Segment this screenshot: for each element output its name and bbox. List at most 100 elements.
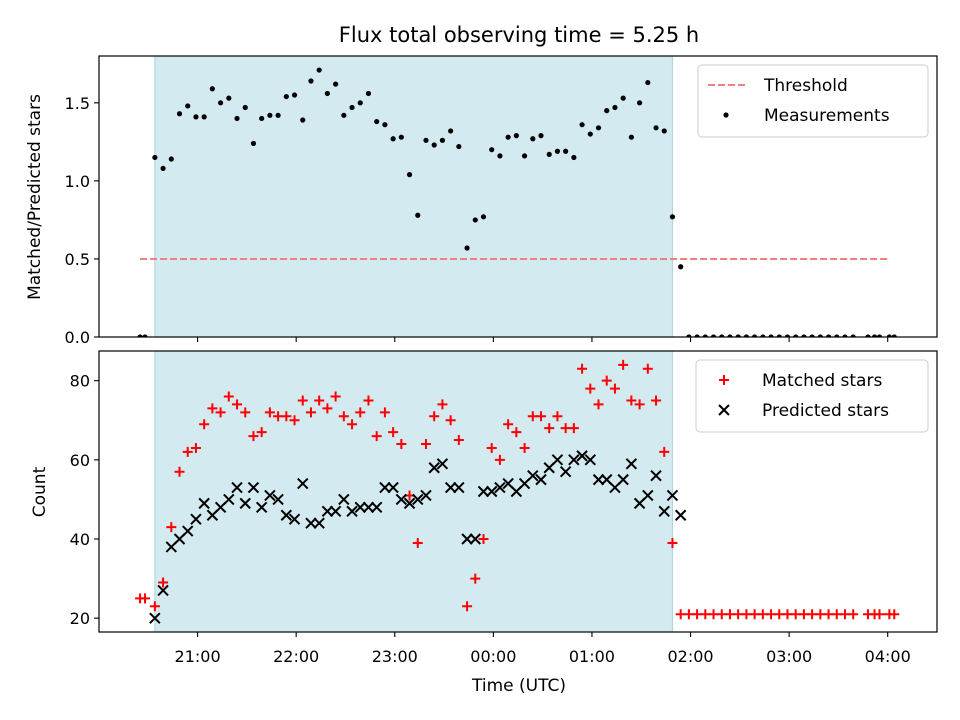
- measurements-point: [768, 334, 774, 337]
- chart-title: Flux total observing time = 5.25 h: [339, 23, 699, 47]
- measurements-point: [563, 148, 569, 154]
- predicted-stars-point: [420, 489, 432, 502]
- matched-stars-point: [232, 399, 243, 410]
- matched-stars-point: [445, 415, 456, 426]
- measurements-point: [160, 165, 166, 171]
- measurements-point: [871, 334, 878, 337]
- x-tick-label: 04:00: [865, 647, 911, 666]
- measurements-point: [201, 114, 207, 120]
- measurements-point: [752, 334, 758, 337]
- matched-stars-point: [338, 411, 349, 422]
- measurements-point: [142, 334, 148, 337]
- measurements-point: [743, 334, 749, 337]
- measurements-point: [283, 93, 289, 100]
- measurements-point: [275, 112, 281, 118]
- legend-label-measurements: Measurements: [764, 106, 890, 126]
- top-y-axis-label: Matched/Predicted stars: [25, 94, 45, 300]
- matched-stars-point: [264, 407, 275, 418]
- measurements-point: [891, 334, 897, 337]
- predicted-stars-point: [395, 493, 408, 506]
- legend-swatch-matched-stars: [719, 375, 729, 385]
- matched-stars-point: [470, 573, 481, 584]
- measurements-point: [341, 112, 347, 118]
- measurements-point: [784, 334, 791, 337]
- matched-stars-point: [297, 395, 308, 406]
- matched-stars-point: [889, 609, 900, 620]
- measurements-point: [415, 212, 421, 218]
- measurements-point: [176, 111, 183, 117]
- matched-stars-point: [355, 407, 366, 418]
- measurements-point: [825, 334, 832, 337]
- measurements-point: [719, 334, 725, 337]
- measurements-point: [817, 334, 823, 337]
- matched-stars-point: [289, 415, 300, 426]
- matched-stars-point: [347, 419, 358, 430]
- predicted-stars-point: [223, 493, 235, 506]
- measurements-point: [620, 95, 626, 101]
- x-tick-label: 22:00: [273, 647, 319, 666]
- matched-stars-point: [305, 407, 316, 418]
- predicted-stars-point: [239, 497, 251, 510]
- matched-stars-point: [453, 435, 464, 446]
- y-tick-label: 1.5: [65, 94, 90, 113]
- matched-stars-point: [379, 407, 390, 418]
- measurements-point: [612, 104, 618, 111]
- legend-swatch-predicted-stars: [718, 404, 730, 416]
- predicted-stars-point: [387, 481, 399, 494]
- measurements-point: [152, 154, 158, 161]
- measurements-point: [431, 142, 437, 148]
- matched-stars-point: [494, 454, 505, 465]
- measurements-point: [423, 137, 429, 143]
- predicted-stars-point: [288, 513, 301, 525]
- measurements-point: [513, 133, 519, 139]
- legend-label-matched-stars: Matched stars: [762, 371, 882, 391]
- matched-stars-point: [642, 363, 653, 374]
- measurements-point: [669, 214, 676, 220]
- measurements-point: [357, 100, 363, 106]
- predicted-stars-point: [436, 458, 449, 470]
- measurements-point: [234, 115, 240, 122]
- measurements-point: [291, 92, 298, 98]
- predicted-stars-point: [231, 481, 243, 494]
- measurements-point: [702, 334, 708, 337]
- matched-stars-point: [848, 609, 859, 620]
- predicted-stars-point: [527, 469, 539, 482]
- matched-stars-point: [158, 577, 169, 588]
- matched-stars-point: [281, 411, 292, 422]
- measurements-point: [653, 125, 659, 131]
- matched-stars-point: [330, 391, 341, 402]
- measurements-point: [710, 334, 717, 337]
- matched-stars-point: [634, 399, 645, 410]
- predicted-stars-point: [190, 513, 202, 525]
- matched-stars-point: [585, 383, 596, 394]
- panel-plot-0: [137, 56, 897, 337]
- y-tick-label: 80: [70, 372, 90, 391]
- x-tick-label: 23:00: [372, 647, 418, 666]
- matched-stars-point: [601, 375, 612, 386]
- predicted-stars-point: [379, 481, 391, 494]
- matched-stars-point: [536, 411, 547, 422]
- x-tick-label: 00:00: [470, 647, 516, 666]
- matched-stars-point: [223, 391, 234, 402]
- measurements-point: [628, 134, 634, 140]
- predicted-stars-point: [535, 473, 547, 486]
- x-tick-label: 21:00: [175, 647, 221, 666]
- predicted-stars-point: [321, 505, 334, 517]
- predicted-stars-point: [453, 481, 465, 494]
- matched-stars-point: [388, 427, 399, 438]
- predicted-stars-point: [182, 525, 194, 537]
- measurements-point: [324, 90, 330, 97]
- measurements-point: [472, 217, 478, 223]
- measurements-point: [842, 334, 848, 337]
- measurements-point: [735, 334, 741, 337]
- predicted-stars-point: [568, 454, 580, 466]
- matched-stars-point: [478, 533, 489, 544]
- predicted-stars-point: [658, 505, 670, 517]
- measurements-point: [678, 264, 684, 270]
- x-axis-label: Time (UTC): [471, 676, 566, 696]
- measurements-point: [809, 334, 815, 337]
- matched-stars-point: [618, 359, 629, 370]
- measurements-point: [760, 334, 766, 337]
- legend-box: [697, 64, 929, 138]
- matched-stars-point: [182, 446, 193, 457]
